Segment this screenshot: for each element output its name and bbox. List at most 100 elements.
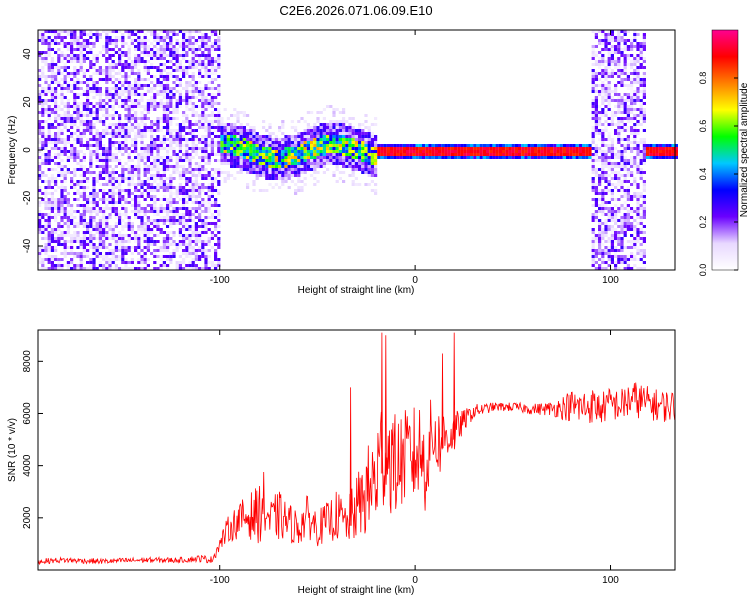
heatmap-cell (140, 114, 144, 117)
heatmap-cell (396, 150, 400, 153)
heatmap-cell (230, 162, 234, 165)
heatmap-cell (86, 243, 90, 246)
heatmap-cell (41, 123, 45, 126)
heatmap-cell (316, 180, 320, 183)
heatmap-cell (137, 159, 141, 162)
heatmap-cell (76, 57, 80, 60)
heatmap-cell (377, 144, 381, 147)
heatmap-cell (578, 150, 582, 153)
heatmap-cell (172, 108, 176, 111)
heatmap-cell (607, 138, 611, 141)
heatmap-cell (108, 198, 112, 201)
heatmap-cell (287, 147, 291, 150)
heatmap-cell (140, 99, 144, 102)
heatmap-cell (63, 249, 67, 252)
heatmap-cell (626, 180, 630, 183)
heatmap-cell (601, 102, 605, 105)
heatmap-cell (284, 177, 288, 180)
heatmap-cell (185, 87, 189, 90)
heatmap-cell (172, 138, 176, 141)
heatmap-cell (134, 189, 138, 192)
heatmap-cell (98, 78, 102, 81)
heatmap-cell (41, 192, 45, 195)
heatmap-cell (316, 171, 320, 174)
heatmap-cell (342, 171, 346, 174)
heatmap-cell (130, 168, 134, 171)
heatmap-cell (191, 114, 195, 117)
heatmap-cell (486, 150, 490, 153)
heatmap-cell (172, 111, 176, 114)
heatmap-cell (278, 144, 282, 147)
heatmap-cell (63, 222, 67, 225)
heatmap-cell (370, 168, 374, 171)
heatmap-cell (111, 54, 115, 57)
heatmap-cell (102, 216, 106, 219)
heatmap-cell (540, 147, 544, 150)
heatmap-cell (201, 168, 205, 171)
heatmap-cell (153, 162, 157, 165)
heatmap-cell (70, 90, 74, 93)
heatmap-cell (182, 186, 186, 189)
heatmap-cell (188, 189, 192, 192)
heatmap-cell (591, 204, 595, 207)
heatmap-cell (614, 228, 618, 231)
heatmap-cell (194, 105, 198, 108)
heatmap-cell (114, 246, 118, 249)
heatmap-cell (361, 162, 365, 165)
heatmap-cell (102, 135, 106, 138)
heatmap-cell (198, 81, 202, 84)
heatmap-cell (201, 126, 205, 129)
heatmap-cell (76, 222, 80, 225)
heatmap-cell (607, 57, 611, 60)
heatmap-cell (143, 213, 147, 216)
heatmap-cell (194, 39, 198, 42)
heatmap-cell (185, 114, 189, 117)
heatmap-cell (604, 114, 608, 117)
heatmap-cell (294, 168, 298, 171)
heatmap-cell (374, 138, 378, 141)
heatmap-cell (127, 66, 131, 69)
heatmap-cell (489, 150, 493, 153)
heatmap-cell (322, 147, 326, 150)
heatmap-cell (201, 186, 205, 189)
heatmap-cell (194, 90, 198, 93)
heatmap-cell (76, 126, 80, 129)
heatmap-cell (162, 96, 166, 99)
heatmap-cell (604, 120, 608, 123)
heatmap-cell (322, 117, 326, 120)
heatmap-cell (175, 129, 179, 132)
heatmap-cell (63, 198, 67, 201)
heatmap-cell (271, 168, 275, 171)
heatmap-cell (185, 102, 189, 105)
spectrogram-heatmap (38, 30, 678, 270)
heatmap-cell (607, 87, 611, 90)
heatmap-cell (354, 147, 358, 150)
heatmap-cell (111, 156, 115, 159)
heatmap-cell (594, 129, 598, 132)
heatmap-cell (89, 33, 93, 36)
heatmap-cell (623, 57, 627, 60)
heatmap-cell (214, 243, 218, 246)
heatmap-cell (162, 216, 166, 219)
heatmap-cell (57, 222, 61, 225)
heatmap-cell (623, 99, 627, 102)
heatmap-cell (303, 144, 307, 147)
heatmap-cell (127, 246, 131, 249)
heatmap-cell (121, 234, 125, 237)
heatmap-cell (214, 153, 218, 156)
heatmap-cell (511, 150, 515, 153)
heatmap-cell (201, 228, 205, 231)
heatmap-cell (159, 246, 163, 249)
heatmap-cell (73, 156, 77, 159)
heatmap-cell (505, 150, 509, 153)
heatmap-cell (95, 165, 99, 168)
heatmap-cell (114, 240, 118, 243)
heatmap-cell (329, 153, 333, 156)
heatmap-cell (134, 144, 138, 147)
heatmap-cell (172, 201, 176, 204)
heatmap-cell (294, 141, 298, 144)
heatmap-cell (239, 138, 243, 141)
heatmap-cell (89, 102, 93, 105)
heatmap-cell (598, 90, 602, 93)
heatmap-cell (111, 225, 115, 228)
